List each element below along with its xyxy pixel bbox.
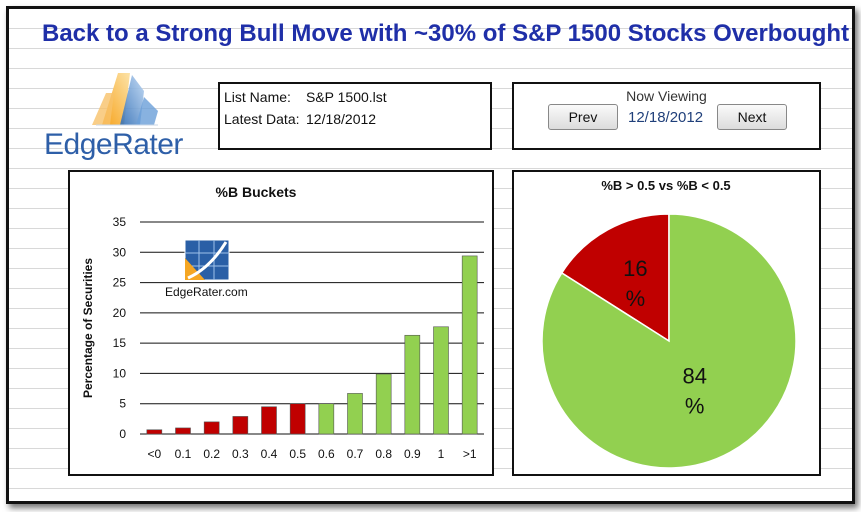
pie-chart: %B > 0.5 vs %B < 0.5 16% 84% [541,178,797,469]
bar-7 [347,393,363,435]
bar-11 [461,255,478,435]
bar-8 [375,373,392,435]
y-tick-label: 20 [113,306,127,320]
bar-chart: %B Buckets Percentage of Securities 0510… [81,184,484,461]
date-navigator: Now Viewing Prev 12/18/2012 Next [512,82,821,150]
x-tick-label: 0.5 [289,447,306,461]
pie-slice-unit: % [626,286,646,311]
next-button[interactable]: Next [717,104,787,130]
y-tick-label: 25 [113,276,127,290]
page-title: Back to a Strong Bull Move with ~30% of … [42,20,850,47]
bar-3 [232,416,249,435]
x-tick-label: 0.8 [375,447,392,461]
x-tick-label: 1 [438,447,445,461]
x-tick-label: <0 [147,447,161,461]
pie-chart-panel: %B > 0.5 vs %B < 0.5 16% 84% [512,170,821,476]
pie-slice-value: 84 [682,364,706,389]
bar-2 [203,421,220,435]
pie-chart-title: %B > 0.5 vs %B < 0.5 [601,178,730,193]
bar-1 [175,427,191,435]
prev-button[interactable]: Prev [548,104,618,130]
y-tick-label: 35 [113,215,127,229]
latest-data-value: 12/18/2012 [306,111,377,127]
x-tick-label: 0.9 [404,447,421,461]
x-tick-label: 0.2 [203,447,220,461]
bar-10 [433,326,449,435]
bar-6 [318,403,335,435]
y-axis-label: Percentage of Securities [81,258,95,398]
bar-chart-panel: %B Buckets Percentage of Securities 0 5 10… [68,170,494,476]
bar-5 [289,403,306,435]
pie-slice-unit: % [685,394,705,419]
bar-chart-title: %B Buckets [216,184,297,200]
x-tick-label: 0.1 [175,447,192,461]
x-tick-label: 0.3 [232,447,249,461]
y-tick-label: 10 [113,366,127,380]
pie-slice-value: 16 [623,256,647,281]
latest-data-label: Latest Data: [224,111,300,127]
bar-4 [261,406,277,435]
pie-slice-1 [541,213,797,469]
edgerater-logo-icon [92,73,158,126]
x-tick-label: >1 [463,447,477,461]
x-tick-label: 0.7 [347,447,364,461]
y-tick-label: 5 [119,397,126,411]
list-info-panel: List Name: S&P 1500.lst Latest Data: 12/… [218,82,492,150]
y-tick-label: 30 [113,245,127,259]
logo-wordmark: EdgeRater [44,128,183,161]
edgerater-watermark: EdgeRater.com [165,239,248,299]
y-tick-label: 0 [119,427,126,441]
list-name-value: S&P 1500.lst [306,89,387,105]
pie-slice-0 [560,213,670,343]
x-tick-label: 0.6 [318,447,335,461]
viewing-date: 12/18/2012 [628,109,704,126]
list-name-label: List Name: [224,89,291,105]
y-tick-label: 15 [113,336,127,350]
bar-0 [146,429,163,435]
bar-9 [404,334,421,435]
watermark-text: EdgeRater.com [165,285,248,299]
x-tick-label: 0.4 [261,447,278,461]
now-viewing-label: Now Viewing [626,88,707,104]
